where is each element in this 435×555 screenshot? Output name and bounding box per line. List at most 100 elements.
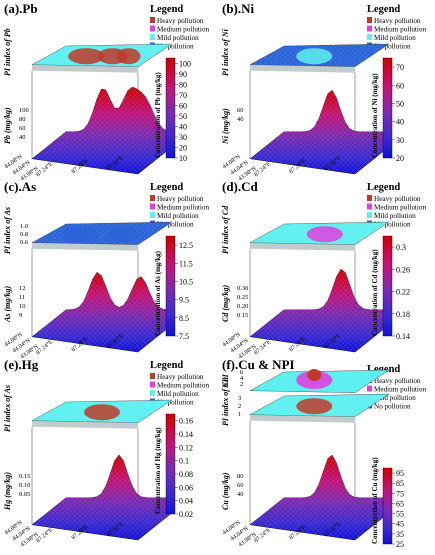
pi-peak: [108, 226, 139, 243]
legend-label: Heavy pollution: [157, 195, 204, 203]
legend-label: Medium pollution: [374, 26, 427, 34]
legend-label: Mild pollution: [157, 390, 199, 398]
colorbar-tick-label: 60: [396, 81, 404, 90]
pi-tick-label: 1.0: [20, 223, 28, 230]
pi-surface-side: [32, 242, 138, 251]
conc-tick-label: 60: [19, 125, 26, 132]
colorbar-tick-label: 95: [396, 469, 404, 478]
colorbar-label: Concentration of Pb (mg/kg): [154, 72, 162, 158]
legend-title: Legend: [367, 182, 400, 193]
npi-tick-label: 6: [240, 369, 244, 376]
colorbar-tick-label: 85: [396, 479, 404, 488]
panel-label: (d).Cd: [222, 179, 259, 194]
colorbar-tick-label: 8.5: [179, 314, 189, 323]
colorbar: [165, 235, 176, 337]
legend-swatch: [150, 34, 155, 40]
conc-tick-label: 0.05: [19, 491, 30, 498]
colorbar-tick-label: 90: [179, 70, 187, 79]
legend-label: Mild pollution: [374, 34, 416, 42]
colorbar-tick-label: 100: [179, 59, 191, 68]
legend-swatch: [150, 25, 155, 32]
colorbar-tick-label: 40: [179, 122, 187, 131]
colorbar-tick-label: 11.5: [179, 259, 193, 268]
panel-label: (f).Cu & NPI: [222, 357, 295, 372]
pi-tick-label: 0.6: [20, 239, 29, 246]
colorbar-tick-label: 35: [396, 530, 404, 539]
legend-label: Mild pollution: [157, 212, 199, 220]
colorbar-tick-label: 9.5: [179, 296, 189, 305]
pi-tick-label: 1: [238, 411, 241, 418]
pi-peak: [68, 48, 105, 65]
conc-tick-label: 40: [237, 491, 244, 498]
conc-axis-label: Cd (mg/kg): [221, 285, 230, 322]
conc-tick-label: 11: [19, 294, 25, 301]
conc-axis-label: As (mg/kg): [3, 285, 12, 323]
conc-axis-label: Pb (mg/kg): [3, 107, 12, 144]
colorbar-tick-label: 40: [396, 118, 404, 127]
legend-label: Heavy pollution: [157, 17, 204, 25]
legend-swatch: [367, 203, 372, 210]
colorbar: [382, 235, 393, 337]
floor-edge: [31, 324, 173, 353]
legend-swatch: [150, 381, 155, 388]
legend-label: No pollution: [157, 399, 194, 407]
panel-label: (a).Pb: [4, 1, 38, 16]
conc-tick-label: 0.15: [19, 473, 30, 480]
colorbar-tick-label: 7.5: [179, 332, 189, 341]
colorbar-tick-label: 45: [396, 520, 404, 529]
colorbar-tick-label: 0.3: [396, 243, 406, 252]
npi-tick-label: 2: [240, 381, 243, 388]
colorbar-tick-label: 0.12: [179, 443, 193, 452]
conc-tick-label: 40: [237, 116, 244, 123]
colorbar-label: Concentration of As (mg/kg): [154, 250, 162, 336]
conc-tick-label: 0.20: [237, 303, 248, 310]
colorbar-label: Concentration of Hg (mg/kg): [154, 427, 162, 514]
pi-surface-side: [32, 420, 138, 429]
npi-tick-label: 4: [240, 375, 244, 382]
pi-surface-mesh: [32, 222, 172, 245]
conc-tick-label: 40: [19, 134, 26, 141]
legend-label: Medium pollution: [374, 386, 427, 394]
panel-label: (c).As: [4, 179, 36, 194]
colorbar-tick-label: 0.08: [179, 470, 193, 479]
colorbar-tick-label: 70: [179, 91, 187, 100]
legend-label: No pollution: [374, 403, 411, 411]
pi-surface-side: [250, 242, 355, 251]
colorbar-tick-label: 70: [396, 63, 404, 72]
legend-swatch: [367, 195, 372, 201]
legend-label: Medium pollution: [157, 26, 210, 34]
conc-tick-label: 80: [19, 116, 26, 123]
colorbar-tick-label: 75: [396, 489, 404, 498]
legend-title: Legend: [150, 360, 183, 371]
colorbar-label: Concentration of Cd (mg/kg): [371, 249, 379, 336]
floor-edge: [31, 512, 173, 541]
legend-title: Legend: [150, 182, 183, 193]
conc-tick-label: 9: [19, 312, 22, 319]
legend-label: No pollution: [374, 221, 411, 229]
pi-peak: [84, 404, 120, 421]
concentration-surface-mesh: [32, 454, 172, 540]
legend-label: Medium pollution: [157, 204, 210, 212]
conc-tick-label: 80: [237, 473, 244, 480]
pi-tick-label: 0.8: [20, 231, 28, 238]
legend-swatch: [367, 385, 372, 392]
legend-label: Heavy pollution: [374, 195, 421, 203]
pi-surface-side: [250, 64, 355, 73]
colorbar-tick-label: 30: [179, 133, 187, 142]
colorbar-tick-label: 20: [396, 154, 404, 163]
legend-label: Heavy pollution: [157, 373, 204, 381]
pi-axis-label: PI index of Cu: [221, 377, 230, 426]
legend-swatch: [367, 17, 372, 23]
colorbar-tick-label: 50: [179, 112, 187, 121]
conc-tick-label: 0.30: [237, 285, 248, 292]
colorbar: [382, 57, 393, 159]
legend-swatch: [150, 390, 155, 396]
concentration-surface-mesh: [250, 455, 389, 540]
legend-label: No pollution: [157, 43, 194, 51]
colorbar-tick-label: 0.04: [179, 497, 193, 506]
